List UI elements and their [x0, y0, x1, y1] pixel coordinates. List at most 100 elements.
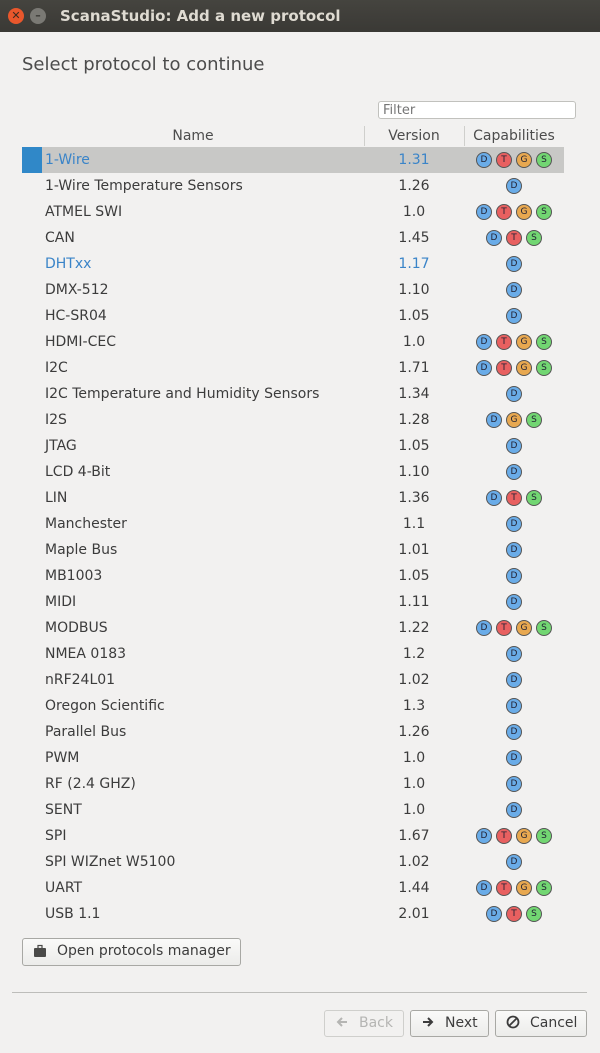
protocol-capabilities: D — [464, 646, 564, 662]
open-protocols-manager-label: Open protocols manager — [57, 943, 231, 959]
protocol-row[interactable]: nRF24L01 1.02 D — [22, 667, 564, 693]
protocol-row[interactable]: I2S 1.28 D G S — [22, 407, 564, 433]
protocol-name: SPI WIZnet W5100 — [45, 854, 176, 870]
protocol-name: HC-SR04 — [45, 308, 107, 324]
protocol-capabilities: D — [464, 308, 564, 324]
column-header-name[interactable]: Name — [172, 128, 214, 144]
capability-s-icon: S — [526, 906, 542, 922]
capability-s-icon: S — [526, 412, 542, 428]
capability-d-icon: D — [506, 568, 522, 584]
protocol-version: 1.22 — [398, 620, 430, 636]
protocol-row[interactable]: MIDI 1.11 D — [22, 589, 564, 615]
protocol-row[interactable]: SENT 1.0 D — [22, 797, 564, 823]
protocol-version: 1.05 — [398, 308, 430, 324]
dialog-separator — [12, 992, 587, 993]
protocol-version: 1.11 — [398, 594, 430, 610]
protocol-row[interactable]: 1-Wire 1.31 D T G S — [22, 147, 564, 173]
protocol-row[interactable]: CAN 1.45 D T S — [22, 225, 564, 251]
protocol-row[interactable]: Maple Bus 1.01 D — [22, 537, 564, 563]
filter-input[interactable] — [378, 101, 576, 119]
selection-indicator — [22, 147, 42, 173]
protocol-name: LCD 4-Bit — [45, 464, 111, 480]
protocol-capabilities: D — [464, 568, 564, 584]
cancel-button[interactable]: Cancel — [495, 1010, 587, 1037]
capability-d-icon: D — [486, 906, 502, 922]
protocol-row[interactable]: SPI 1.67 D T G S — [22, 823, 564, 849]
capability-d-icon: D — [486, 490, 502, 506]
column-header-version[interactable]: Version — [388, 128, 440, 144]
protocol-row[interactable]: Oregon Scientific 1.3 D — [22, 693, 564, 719]
protocol-row[interactable]: JTAG 1.05 D — [22, 433, 564, 459]
protocol-name: UART — [45, 880, 83, 896]
capability-d-icon: D — [506, 178, 522, 194]
capability-d-icon: D — [476, 828, 492, 844]
protocol-capabilities: D — [464, 594, 564, 610]
capability-d-icon: D — [506, 646, 522, 662]
protocol-row[interactable]: HDMI-CEC 1.0 D T G S — [22, 329, 564, 355]
protocol-row[interactable]: Manchester 1.1 D — [22, 511, 564, 537]
protocol-capabilities: D — [464, 802, 564, 818]
protocol-row[interactable]: ATMEL SWI 1.0 D T G S — [22, 199, 564, 225]
protocol-list: 1-Wire 1.31 D T G S 1-Wire Temperature Sensors… — [22, 147, 564, 927]
capability-t-icon: T — [496, 620, 512, 636]
capability-s-icon: S — [536, 828, 552, 844]
protocol-version: 1.01 — [398, 542, 430, 558]
capability-s-icon: S — [526, 490, 542, 506]
capability-t-icon: T — [496, 152, 512, 168]
capability-t-icon: T — [506, 906, 522, 922]
open-protocols-manager-button[interactable]: Open protocols manager — [22, 938, 241, 966]
protocol-version: 1.0 — [402, 334, 426, 350]
protocol-row[interactable]: MODBUS 1.22 D T G S — [22, 615, 564, 641]
close-window-icon[interactable]: ✕ — [8, 8, 24, 24]
protocol-row[interactable]: LIN 1.36 D T S — [22, 485, 564, 511]
protocol-capabilities: D — [464, 386, 564, 402]
capability-d-icon: D — [506, 256, 522, 272]
protocol-row[interactable]: DHTxx 1.17 D — [22, 251, 564, 277]
protocol-row[interactable]: UART 1.44 D T G S — [22, 875, 564, 901]
column-header-capabilities[interactable]: Capabilities — [473, 128, 555, 144]
capability-s-icon: S — [536, 334, 552, 350]
capability-d-icon: D — [476, 620, 492, 636]
arrow-left-icon — [335, 1015, 349, 1033]
protocol-name: Manchester — [45, 516, 127, 532]
protocol-row[interactable]: I2C Temperature and Humidity Sensors 1.34… — [22, 381, 564, 407]
protocol-version: 1.0 — [402, 750, 426, 766]
capability-d-icon: D — [486, 412, 502, 428]
protocol-row[interactable]: RF (2.4 GHZ) 1.0 D — [22, 771, 564, 797]
protocol-row[interactable]: LCD 4-Bit 1.10 D — [22, 459, 564, 485]
protocol-row[interactable]: USB 1.1 2.01 D T S — [22, 901, 564, 927]
protocol-row[interactable]: PWM 1.0 D — [22, 745, 564, 771]
capability-d-icon: D — [506, 724, 522, 740]
protocol-capabilities: D — [464, 438, 564, 454]
capability-s-icon: S — [536, 360, 552, 376]
protocol-name: SPI — [45, 828, 67, 844]
capability-d-icon: D — [506, 750, 522, 766]
minimize-window-icon[interactable]: – — [30, 8, 46, 24]
protocol-row[interactable]: MB1003 1.05 D — [22, 563, 564, 589]
protocol-version: 1.0 — [402, 776, 426, 792]
protocol-row[interactable]: DMX-512 1.10 D — [22, 277, 564, 303]
protocol-row[interactable]: Parallel Bus 1.26 D — [22, 719, 564, 745]
capability-g-icon: G — [516, 360, 532, 376]
capability-d-icon: D — [476, 360, 492, 376]
protocol-row[interactable]: NMEA 0183 1.2 D — [22, 641, 564, 667]
protocol-row[interactable]: HC-SR04 1.05 D — [22, 303, 564, 329]
protocol-name: MB1003 — [45, 568, 103, 584]
protocol-row[interactable]: SPI WIZnet W5100 1.02 D — [22, 849, 564, 875]
protocol-version: 1.44 — [398, 880, 430, 896]
protocol-version: 1.2 — [402, 646, 426, 662]
back-button[interactable]: Back — [324, 1010, 404, 1037]
protocol-name: MODBUS — [45, 620, 108, 636]
protocol-row[interactable]: 1-Wire Temperature Sensors 1.26 D — [22, 173, 564, 199]
protocol-name: Oregon Scientific — [45, 698, 165, 714]
next-button[interactable]: Next — [410, 1010, 489, 1037]
protocol-name: I2C Temperature and Humidity Sensors — [45, 386, 320, 402]
protocol-name: I2S — [45, 412, 67, 428]
protocol-row[interactable]: I2C 1.71 D T G S — [22, 355, 564, 381]
capability-d-icon: D — [506, 438, 522, 454]
protocol-version: 1.26 — [398, 724, 430, 740]
capability-d-icon: D — [506, 282, 522, 298]
